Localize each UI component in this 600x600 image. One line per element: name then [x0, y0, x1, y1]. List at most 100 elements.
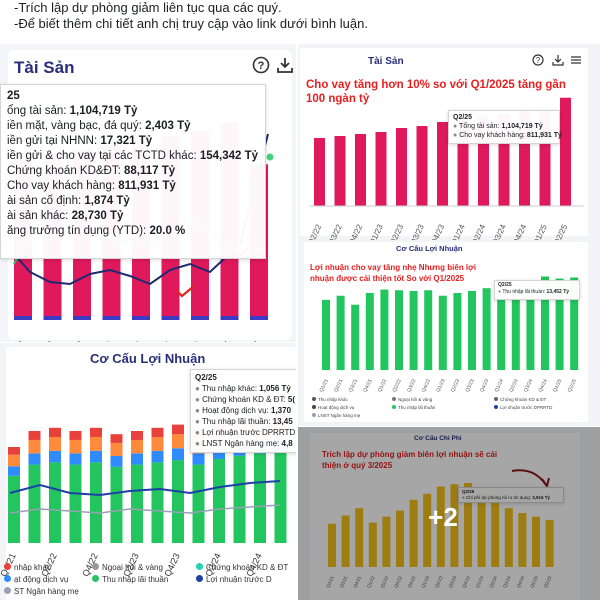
legend-swatch [4, 587, 11, 594]
tooltip-value: 13,452 Tỷ [546, 289, 570, 295]
bar-segment-khac [69, 431, 82, 440]
x-tick-label: Q1/25 [552, 378, 563, 393]
x-tick-label: Q2/23 [450, 378, 461, 393]
tooltip-value: 1,370 [271, 406, 292, 415]
legend-item[interactable]: Ngoại hối & vàng [392, 397, 432, 402]
tooltip-label: LNST Ngân hàng mẹ: [202, 439, 282, 448]
chi-phi-chart: Q2/21 Q3/21 Q4/21 Q1/22 Q2/22 Q3/22 Q4/22 Q1/23… [325, 469, 554, 589]
x-tick-label: Q2/25 [543, 575, 553, 589]
bar-segment-lai-thuan [172, 460, 184, 543]
bar-segment-dich-vu [131, 453, 143, 465]
bar-segment-lai-thuan [8, 475, 20, 543]
bar [322, 299, 330, 370]
legend-label: nhập khác [14, 563, 51, 572]
post-line-1: -Trích lập dự phòng giảm liên tục qua cá… [14, 0, 282, 15]
annotation-text: Lợi nhuận cho vay tăng nhẹ Nhưng biên lợ… [310, 263, 477, 283]
bar [453, 293, 462, 370]
bar [519, 110, 530, 206]
tooltip-value: 88,117 Tỷ [124, 165, 176, 177]
tooltip-label: ài sản khác: [7, 210, 72, 222]
legend-label: Hoạt động dịch vụ [318, 405, 355, 410]
series-dot: ● [195, 417, 202, 426]
legend-item[interactable]: Thu nhập lãi thuần [392, 405, 435, 410]
bar [570, 277, 579, 370]
bar-segment-dich-vu [69, 453, 82, 465]
menu-icon[interactable] [570, 54, 582, 66]
tooltip-label: ăng trưởng tín dụng (YTD): [7, 225, 150, 237]
legend-item[interactable]: ST Ngân hàng mẹ [4, 587, 79, 596]
bar [409, 499, 418, 567]
legend-item[interactable]: Hoạt động dịch vụ [312, 405, 354, 410]
photo-tile-tai-san-right[interactable]: Tài Sản ? Cho vay tăng hơn 10% so với Q1… [298, 44, 600, 240]
legend-item[interactable]: Ngoại hối & vàng [92, 563, 163, 572]
x-tick-label: Q1/23 [420, 575, 430, 589]
tooltip-value: 5( [287, 395, 296, 404]
bar [436, 486, 445, 567]
photo-tile-chi-phi[interactable]: Cơ Cấu Chi Phí Trích lập dự phòng giảm b… [298, 427, 600, 600]
bar [355, 134, 366, 206]
bar [395, 290, 403, 370]
tooltip-value: 154,342 Tỷ [199, 150, 259, 162]
x-tick-label: Q2/24 [508, 378, 519, 393]
series-dot: ● [195, 428, 203, 437]
x-tick-label: Q1/24 [92, 340, 117, 343]
download-icon[interactable] [552, 54, 564, 66]
bar [336, 295, 345, 370]
bar [468, 290, 476, 370]
legend-item[interactable]: Chứng khoán KD & ĐT [494, 397, 546, 402]
tooltip-label: ổng tài sản: [7, 105, 70, 117]
legend-label: ST Ngân hàng mẹ [14, 587, 79, 596]
bar [368, 522, 377, 567]
x-tick-label: Q3/23 [408, 223, 426, 240]
x-tick-label: Q4/21 [362, 378, 373, 393]
bar [380, 289, 389, 370]
bar-segment-khac [110, 434, 123, 443]
bar [423, 493, 432, 567]
tooltip-label: iền gửi & cho vay tại các TCTD khác: [7, 150, 200, 162]
legend-item[interactable]: Thu nhập lãi thuần [92, 575, 168, 584]
download-icon[interactable] [276, 56, 294, 74]
photo-tile-co-cau-right[interactable]: Cơ Cấu Lợi Nhuận Lợi nhuận cho vay tăng … [298, 240, 600, 426]
legend-item[interactable]: LNST Ngân hàng mẹ [312, 413, 360, 418]
legend-swatch [4, 563, 11, 570]
x-tick-label: Q3/23 [465, 378, 476, 393]
help-circle-icon[interactable]: ? [532, 54, 544, 66]
bar-segment-khac [8, 447, 20, 455]
bar [491, 497, 500, 567]
tooltip-row: ● Chi phí dự phòng rủi ro tín dụng: 3,91… [462, 495, 560, 501]
photo-tile-co-cau-left[interactable]: Cơ Cấu Lợi Nhuận Q4/21Q2/22Q4/22Q2/23Q4/… [0, 343, 296, 600]
x-tick-label: Q2/22 [392, 378, 403, 393]
bar-base-segment [191, 316, 209, 320]
photo-tile-tai-san-left[interactable]: Tài Sản ? Q2/23 Q3/23 Q4/23 Q1/24 Q2/24 Q3/24… [0, 44, 296, 342]
bar-base-segment [161, 316, 180, 320]
tooltip-value: 3,916 Tỷ [532, 495, 551, 500]
bar [511, 288, 520, 370]
legend-item[interactable]: Thu nhập khác [312, 397, 348, 402]
card-title: Tài Sản [14, 58, 75, 77]
legend-swatch [312, 397, 316, 401]
tooltip-value: 17,321 Tỷ [100, 135, 153, 147]
x-tick-label: Q2/25 [239, 340, 264, 343]
x-tick-label: Q1/22 [366, 575, 376, 589]
tooltip-label: Lợi nhuận trước DPRRTD: [202, 428, 296, 437]
series-line-grey [9, 504, 281, 514]
x-tick-label: Q2/25 [552, 223, 570, 240]
legend-swatch [196, 563, 203, 570]
legend-item[interactable]: Chứng khoán KD & ĐT [196, 563, 288, 572]
checkmark-annotation [175, 285, 195, 298]
series-dot: ● [498, 289, 503, 295]
legend-item[interactable]: Lợi nhuận trước DPRRTD [494, 405, 552, 410]
legend-item[interactable]: ạt động dịch vụ [4, 575, 68, 584]
tooltip-value: 20.0 % [149, 225, 186, 237]
tooltip-row: ổng tài sản: 1,104,719 Tỷ [7, 104, 259, 119]
bar [351, 304, 360, 370]
bar [355, 508, 364, 567]
legend-item[interactable]: nhập khác [4, 563, 51, 572]
bar-segment-chung-khoan [28, 439, 41, 454]
tooltip-label: Chứng khoán KD & ĐT: [202, 395, 288, 404]
tooltip-row: iền mặt, vàng bạc, đá quý: 2,403 Tỷ [7, 119, 259, 134]
more-photos-overlay[interactable]: +2 [298, 427, 600, 600]
x-tick-label: Q3/21 [348, 378, 359, 393]
legend-item[interactable]: Lợi nhuận trước D [196, 575, 272, 584]
help-circle-icon[interactable]: ? [252, 56, 270, 74]
